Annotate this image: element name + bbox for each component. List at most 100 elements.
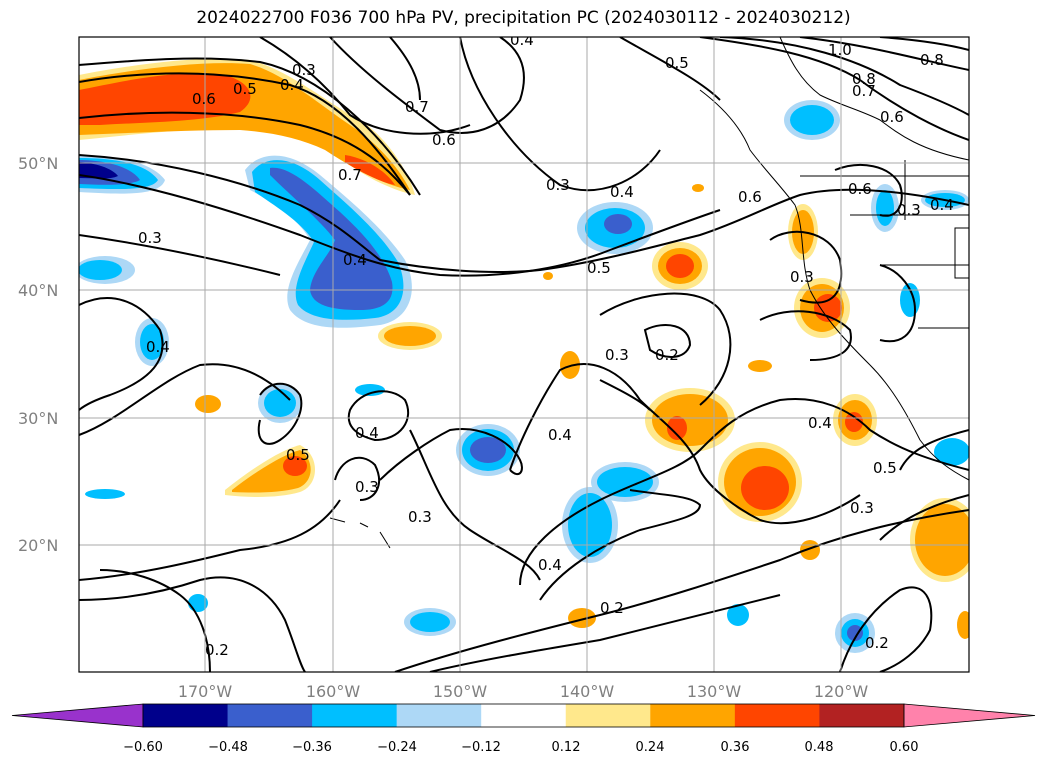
lat-label-30n: 30°N (18, 409, 58, 428)
contour-label: 0.2 (600, 599, 624, 617)
colorbar-tick-label: −0.60 (123, 740, 163, 755)
contour-label: 0.4 (930, 196, 954, 214)
lon-label-120w: 120°W (814, 682, 869, 701)
contour-label: 0.6 (192, 90, 216, 108)
shade-neg-d3 (604, 214, 632, 234)
shade-pos-g2 (915, 504, 969, 576)
contour-label: 0.5 (873, 459, 897, 477)
contour-label: 0.8 (852, 70, 876, 88)
colorbar-segment (396, 704, 482, 727)
shade-pos-a3 (666, 254, 694, 278)
contour-label: 0.4 (343, 251, 367, 269)
shade-neg-o3 (847, 625, 863, 641)
colorbar-segment (819, 704, 905, 727)
colorbar-segment (227, 704, 313, 727)
contour-label: 0.3 (292, 61, 316, 79)
shade-pos-n (748, 360, 772, 372)
contour-label: 0.3 (546, 176, 570, 194)
shade-pos-f3 (845, 412, 863, 432)
lat-label-50n: 50°N (18, 154, 58, 173)
colorbar-segment (143, 704, 229, 727)
colorbar-tick-label: −0.48 (208, 740, 248, 755)
colorbar-extend-min (11, 703, 144, 728)
contour-label: 0.2 (655, 346, 679, 364)
shade-neg-m (934, 438, 969, 466)
contour-label: 0.5 (587, 259, 611, 277)
contour-label: 0.6 (432, 131, 456, 149)
shade-neg-west4 (79, 162, 118, 179)
shade-pos-c3 (741, 466, 789, 510)
shade-neg-f2 (597, 467, 653, 497)
colorbar-segment (734, 704, 820, 727)
figure-title: 2024022700 F036 700 hPa PV, precipitatio… (196, 8, 851, 28)
contour-label: 0.3 (355, 478, 379, 496)
colorbar-ticks: −0.60 −0.48 −0.36 −0.24 −0.12 0.12 0.24 … (123, 740, 918, 755)
shade-neg-i2 (790, 105, 834, 135)
shade-pos-q (692, 184, 704, 192)
plot-border (78, 36, 970, 673)
colorbar: −0.60 −0.48 −0.36 −0.24 −0.12 0.12 0.24 … (11, 703, 1036, 755)
shade-neg-c2 (140, 324, 164, 360)
colorbar-segment (312, 704, 398, 727)
pv-contours (79, 37, 969, 672)
shade-pos-nw-inner (79, 73, 251, 125)
lon-label-170w: 170°W (178, 682, 233, 701)
contour-label: 1.0 (828, 41, 852, 59)
shade-neg-g2 (568, 493, 612, 557)
lon-label-140w: 140°W (560, 682, 615, 701)
colorbar-tick-label: 0.36 (721, 740, 750, 755)
contour-label: 0.4 (510, 31, 534, 49)
contour-label: 0.6 (738, 188, 762, 206)
colorbar-tick-label: 0.12 (552, 740, 581, 755)
contour-label: 0.4 (280, 76, 304, 94)
lon-label-150w: 150°W (433, 682, 488, 701)
colorbar-extend-max (903, 703, 1036, 728)
contour-label: 0.5 (665, 54, 689, 72)
contour-label: 0.4 (538, 556, 562, 574)
contour-label: 0.7 (852, 82, 876, 100)
lat-label-20n: 20°N (18, 536, 58, 555)
contour-label: 0.7 (338, 166, 362, 184)
precip-positive-fields (79, 58, 969, 639)
contour-label: 0.4 (146, 338, 170, 356)
shade-neg-p (85, 489, 125, 499)
shade-neg-main-inner (270, 167, 393, 310)
shade-neg-b2 (79, 260, 122, 280)
contour-label: 0.3 (897, 201, 921, 219)
contour-label: 0.6 (848, 180, 872, 198)
colorbar-tick-label: −0.24 (377, 740, 417, 755)
colorbar-segment (481, 704, 567, 727)
contour-label: 0.3 (790, 268, 814, 286)
contour-label: 0.7 (405, 98, 429, 116)
shade-pos-p (543, 272, 553, 280)
plot-area (79, 37, 969, 672)
contour-label: 0.3 (605, 346, 629, 364)
shade-pos-o (957, 611, 969, 639)
contour-label: 0.4 (610, 183, 634, 201)
contour-label: 0.6 (880, 108, 904, 126)
colorbar-segment (565, 704, 651, 727)
contour-label: 0.5 (286, 446, 310, 464)
contour-label: 0.2 (865, 634, 889, 652)
shade-pos-j (195, 395, 221, 413)
colorbar-tick-label: 0.60 (890, 740, 919, 755)
shade-neg-h2 (264, 389, 296, 417)
contour-label: 0.4 (808, 414, 832, 432)
contour-label: 0.4 (548, 426, 572, 444)
shade-pos-h3 (283, 456, 307, 476)
lon-label-130w: 130°W (687, 682, 742, 701)
shade-neg-s (355, 384, 385, 396)
shade-neg-n2 (410, 612, 450, 632)
shade-neg-j2 (876, 190, 894, 226)
contour-label: 0.3 (408, 508, 432, 526)
contour-label: 0.3 (138, 229, 162, 247)
shade-pos-b2 (652, 394, 728, 446)
colorbar-tick-label: 0.48 (805, 740, 834, 755)
colorbar-outline (142, 703, 905, 728)
gridlines (79, 37, 969, 672)
contour-label: 0.3 (850, 499, 874, 517)
shade-neg-r (727, 604, 749, 626)
contour-label: 0.2 (205, 641, 229, 659)
colorbar-segments (11, 703, 1036, 728)
